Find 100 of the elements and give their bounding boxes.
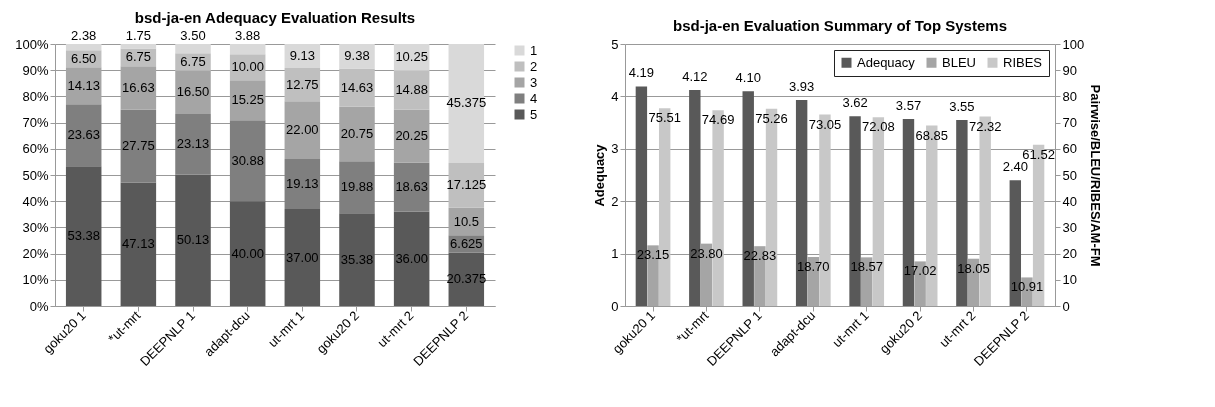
data-label: 53.38 [67, 228, 100, 244]
bar [120, 43, 157, 49]
data-label: 50.13 [176, 232, 210, 248]
y2-tick-label: 0 [1062, 298, 1070, 314]
y2-tick-label: 80 [1062, 88, 1077, 104]
y-tick-label: 80% [22, 88, 49, 104]
data-label: 14.63 [340, 79, 374, 95]
data-label: 36.00 [395, 250, 428, 266]
data-label: 20.75 [340, 126, 374, 142]
y-tick-label: 60% [22, 141, 49, 157]
data-label: 40.00 [231, 245, 264, 261]
data-label: 6.75 [180, 53, 206, 69]
data-label: 14.13 [67, 77, 100, 93]
data-label: 19.88 [340, 179, 374, 195]
y2-tick-label: 40 [1062, 193, 1077, 209]
data-label: 4.12 [682, 69, 708, 85]
y2-tick-label: 60 [1062, 141, 1077, 157]
data-label: 72.32 [968, 118, 1002, 134]
data-label: 37.00 [286, 249, 319, 265]
data-label: 10.5 [453, 213, 479, 229]
data-label: 6.625 [450, 235, 483, 251]
data-label: 45.375 [446, 95, 487, 111]
y-axis-title: Adequacy [592, 143, 608, 207]
legend-label: 3 [530, 74, 538, 90]
data-label: 19.13 [286, 176, 319, 191]
data-label: 10.91 [1010, 279, 1044, 295]
data-label: 10.25 [395, 49, 428, 65]
data-label: 17.02 [903, 263, 937, 279]
legend-label: 5 [530, 106, 538, 122]
data-label: 61.52 [1022, 146, 1055, 162]
data-label: 35.38 [340, 251, 374, 267]
data-label: 1.75 [125, 27, 152, 43]
data-label: 68.85 [915, 127, 949, 143]
legend-label: 1 [530, 42, 538, 58]
y2-axis-title: Pairwise/BLEU/RIBES/AM-FM [1088, 84, 1104, 267]
bar [229, 120, 266, 202]
bar [284, 158, 321, 210]
legend-label: Adequacy [857, 54, 916, 70]
data-label: 6.50 [71, 50, 97, 66]
data-label: 3.50 [180, 27, 206, 43]
bar [175, 43, 211, 54]
data-label: 30.88 [231, 152, 264, 168]
data-label: 9.38 [344, 48, 370, 64]
data-label: 4.10 [735, 70, 761, 86]
chart-title: bsd-ja-en Adequacy Evaluation Results [134, 8, 416, 26]
y-tick-label: 50% [22, 167, 49, 183]
y-tick-label: 30% [22, 219, 49, 235]
bar [65, 43, 102, 51]
bar [120, 182, 157, 306]
y-tick-label: 2 [611, 193, 619, 209]
data-label: 17.125 [446, 177, 487, 193]
data-label: 18.05 [957, 260, 990, 276]
data-label: 47.13 [122, 236, 155, 252]
data-label: 3.88 [235, 27, 261, 43]
y-tick-label: 0 [611, 298, 619, 314]
y2-tick-label: 30 [1062, 219, 1077, 235]
data-label: 2.38 [71, 27, 97, 43]
data-label: 16.50 [176, 84, 210, 100]
bar [229, 43, 266, 55]
y-tick-label: 0% [29, 298, 49, 314]
bar [339, 161, 375, 214]
y-tick-label: 1 [611, 246, 619, 262]
y-tick-label: 90% [22, 62, 49, 78]
data-label: 3.57 [895, 97, 922, 113]
data-label: 75.51 [648, 110, 681, 126]
bar [120, 109, 157, 183]
y-tick-label: 3 [611, 141, 619, 157]
data-label: 10.00 [231, 59, 264, 75]
y2-tick-label: 100 [1062, 36, 1085, 52]
data-label: 74.69 [701, 112, 735, 128]
data-label: 14.88 [395, 82, 428, 98]
legend-label: BLEU [942, 54, 976, 70]
bar [175, 174, 211, 306]
data-label: 16.63 [122, 80, 155, 96]
bar [229, 201, 266, 306]
data-label: 18.70 [797, 259, 830, 275]
y2-tick-label: 20 [1062, 246, 1077, 262]
y2-tick-label: 10 [1062, 272, 1077, 288]
y-tick-label: 100% [15, 36, 49, 52]
y-tick-label: 70% [22, 115, 49, 131]
bar [393, 211, 430, 306]
y-tick-label: 20% [22, 246, 49, 262]
data-label: 23.63 [67, 127, 100, 143]
bar [284, 209, 321, 306]
bar [175, 114, 211, 175]
legend-label: 2 [530, 58, 538, 74]
legend-label: 4 [530, 90, 538, 106]
data-label: 4.19 [628, 65, 655, 81]
chart-title: bsd-ja-en Evaluation Summary of Top Systems [673, 17, 1007, 34]
y-tick-label: 4 [611, 88, 619, 104]
bar [339, 213, 375, 306]
data-label: 18.63 [395, 179, 428, 195]
data-label: 15.25 [231, 92, 264, 108]
data-label: 22.00 [286, 122, 319, 138]
data-label: 3.55 [949, 98, 975, 114]
data-label: 22.83 [743, 248, 777, 264]
y-tick-label: 40% [22, 193, 49, 209]
data-label: 23.80 [690, 245, 723, 261]
bar [448, 44, 485, 163]
legend-label: RIBES [1003, 54, 1043, 70]
